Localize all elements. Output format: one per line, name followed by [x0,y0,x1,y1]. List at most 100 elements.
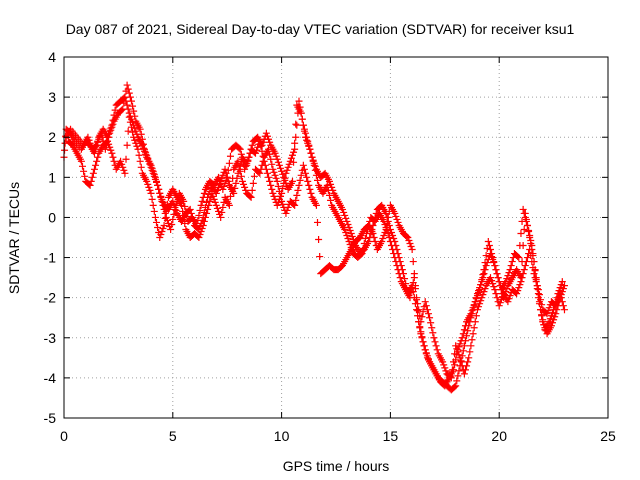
x-tick-labels: 0 5 10 15 20 25 [60,428,616,444]
data-point [455,367,463,375]
data-point [88,173,96,181]
data-point [384,229,392,237]
data-point [494,274,502,282]
data-point [495,302,503,310]
data-point [545,318,553,326]
data-point [293,191,301,199]
data-point [169,215,177,223]
data-point [262,129,270,137]
data-point [348,247,356,255]
data-point [288,151,296,159]
data-point [490,283,498,291]
data-point [525,226,533,234]
data-point [299,121,307,129]
data-point [168,220,176,228]
data-point [218,208,226,216]
x-tick-label: 20 [491,428,507,444]
data-point [554,290,562,298]
data-point [456,340,464,348]
data-point [127,123,135,131]
data-point [304,139,312,147]
data-point [159,224,167,232]
data-point [278,167,286,175]
data-point [272,174,280,182]
data-point [258,161,266,169]
data-point [472,295,480,303]
data-point [291,145,299,153]
data-point [454,346,462,354]
data-point [539,316,547,324]
data-point [145,157,153,165]
data-point [101,145,109,153]
data-point [78,162,86,170]
data-point [247,145,255,153]
data-point [486,274,494,282]
data-point [126,118,134,126]
data-point [106,129,114,137]
data-point [297,109,305,117]
data-point [154,223,162,231]
data-point [244,156,252,164]
data-point [342,214,350,222]
data-point [306,185,314,193]
x-axis-label: GPS time / hours [283,458,390,474]
data-point [152,218,160,226]
data-point [346,226,354,234]
x-tick-label: 15 [383,428,399,444]
data-point [550,316,558,324]
data-point [560,306,568,314]
data-point [467,342,475,350]
data-point [197,201,205,209]
data-point [278,197,286,205]
data-point [393,215,401,223]
data-point [503,275,511,283]
data-point [358,250,366,258]
data-point [470,324,478,332]
data-point [290,200,298,208]
data-point [130,133,138,141]
data-point [139,140,147,148]
data-point [242,186,250,194]
data-point [287,154,295,162]
data-point [107,146,115,154]
data-point [273,201,281,209]
data-point [173,197,181,205]
data-point [221,165,229,173]
data-point [371,238,379,246]
data-point [409,258,417,266]
data-point [464,327,472,335]
data-point [473,292,481,300]
data-point [241,183,249,191]
data-point [213,204,221,212]
data-point [520,209,528,217]
data-point [523,221,531,229]
data-point [451,383,459,391]
data-point [472,312,480,320]
data-point [530,270,538,278]
data-point [557,281,565,289]
data-point [180,197,188,205]
x-tick-label: 25 [600,428,616,444]
data-point [547,312,555,320]
data-point [158,227,166,235]
data-point [258,141,266,149]
data-point [236,145,244,153]
data-point [136,157,144,165]
data-point [558,298,566,306]
data-point [480,266,488,274]
data-point [420,342,428,350]
data-point [345,238,353,246]
data-point [214,173,222,181]
data-point [496,299,504,307]
data-point [271,171,279,179]
data-point [148,195,156,203]
data-point [431,338,439,346]
data-point [77,157,85,165]
data-point [196,230,204,238]
data-point [123,141,131,149]
data-point [156,234,164,241]
data-point [419,308,427,316]
data-point [312,201,320,209]
data-point [109,120,117,128]
data-point [226,152,234,160]
